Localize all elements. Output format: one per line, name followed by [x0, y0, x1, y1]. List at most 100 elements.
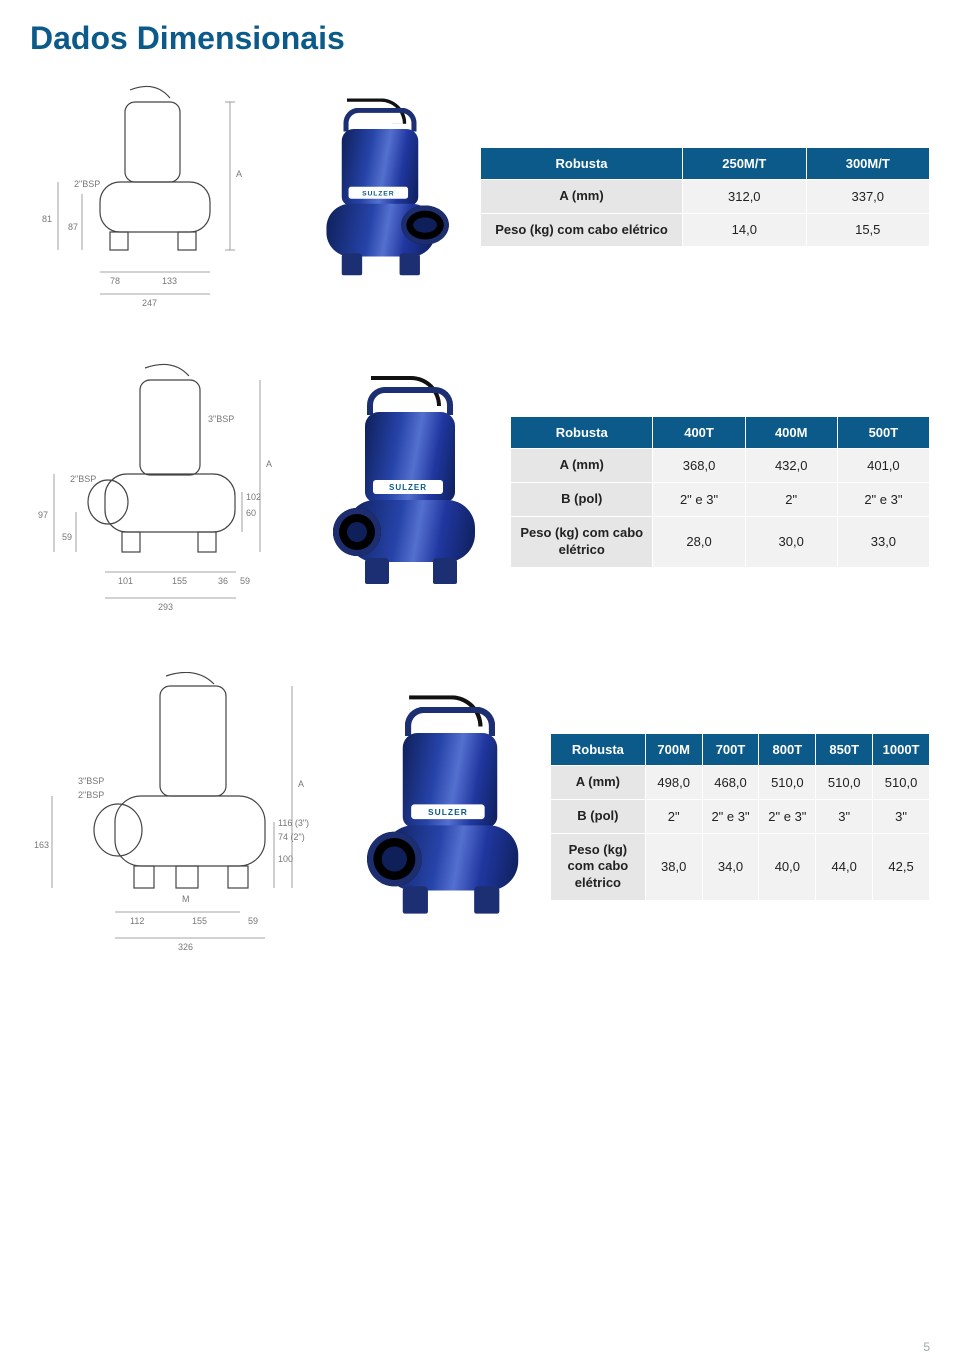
- cell: 510,0: [759, 765, 816, 799]
- page-title: Dados Dimensionais: [30, 20, 930, 57]
- table-header-row: Robusta 250M/T 300M/T: [481, 147, 930, 179]
- row-label: A (mm): [511, 449, 653, 483]
- th-model: 400T: [653, 417, 745, 449]
- dim-label: A: [236, 169, 242, 179]
- dim-label: 116 (3"): [278, 818, 309, 828]
- th-model: Robusta: [511, 417, 653, 449]
- cell: 38,0: [645, 833, 702, 901]
- dim-label: 133: [162, 276, 177, 286]
- table-row: B (pol) 2" e 3" 2" 2" e 3": [511, 483, 930, 517]
- dim-label: 81: [42, 214, 52, 224]
- dim-label: 163: [34, 840, 49, 850]
- cell: 40,0: [759, 833, 816, 901]
- spec-table-2-wrap: Robusta 400T 400M 500T A (mm) 368,0 432,…: [510, 416, 930, 568]
- cell: 312,0: [683, 179, 806, 213]
- table-row: B (pol) 2" 2" e 3" 2" e 3" 3" 3": [551, 799, 930, 833]
- product-photo-1: SULZER: [295, 87, 465, 307]
- pump-render-icon: SULZER: [325, 382, 495, 602]
- row-label: A (mm): [481, 179, 683, 213]
- th-model: 400M: [745, 417, 837, 449]
- th-model: 250M/T: [683, 147, 806, 179]
- dim-label: 155: [172, 576, 187, 586]
- th-model: 800T: [759, 733, 816, 765]
- section-2: 3"BSP 2"BSP A 97 59 60 102 101 155 36 59…: [30, 362, 930, 622]
- technical-drawing-3: 3"BSP 2"BSP A 163 100 74 (2") 116 (3") M…: [30, 672, 350, 962]
- table-header-row: Robusta 400T 400M 500T: [511, 417, 930, 449]
- technical-drawing-1: 2"BSP A 81 87 78 133 247: [30, 82, 280, 312]
- dim-label: 78: [110, 276, 120, 286]
- cell: 15,5: [806, 213, 929, 247]
- dim-label: 97: [38, 510, 48, 520]
- cell: 34,0: [702, 833, 759, 901]
- row-label: Peso (kg) com cabo elétrico: [511, 517, 653, 568]
- pump-render-icon: SULZER: [308, 104, 453, 291]
- row-label: Peso (kg) com cabo elétrico: [481, 213, 683, 247]
- dim-label: M: [182, 894, 190, 904]
- dim-label: 100: [278, 854, 293, 864]
- cell: 44,0: [816, 833, 873, 901]
- brand-label: SULZER: [373, 480, 443, 494]
- cell: 28,0: [653, 517, 745, 568]
- th-model: 700T: [702, 733, 759, 765]
- dim-label: 74 (2"): [278, 832, 305, 842]
- th-model: Robusta: [481, 147, 683, 179]
- table-row: Peso (kg) com cabo elétrico 28,0 30,0 33…: [511, 517, 930, 568]
- dim-label: 293: [158, 602, 173, 612]
- th-model: 850T: [816, 733, 873, 765]
- dim-label: A: [266, 459, 272, 469]
- dim-label: 59: [240, 576, 250, 586]
- dim-label: 3"BSP: [208, 414, 234, 424]
- row-label: A (mm): [551, 765, 646, 799]
- table-row: A (mm) 368,0 432,0 401,0: [511, 449, 930, 483]
- dim-label: 59: [248, 916, 258, 926]
- th-model: 700M: [645, 733, 702, 765]
- dim-label: 2"BSP: [70, 474, 96, 484]
- cell: 2" e 3": [837, 483, 929, 517]
- cell: 337,0: [806, 179, 929, 213]
- dim-label: 36: [218, 576, 228, 586]
- table-row: Peso (kg) com cabo elétrico 14,0 15,5: [481, 213, 930, 247]
- cell: 510,0: [873, 765, 930, 799]
- cell: 2": [645, 799, 702, 833]
- th-model: 300M/T: [806, 147, 929, 179]
- row-label: B (pol): [551, 799, 646, 833]
- th-model: 1000T: [873, 733, 930, 765]
- brand-label: SULZER: [349, 187, 409, 199]
- spec-table-3-wrap: Robusta 700M 700T 800T 850T 1000T A (mm)…: [550, 733, 930, 901]
- cell: 510,0: [816, 765, 873, 799]
- dim-label: 247: [142, 298, 157, 308]
- table-row: A (mm) 312,0 337,0: [481, 179, 930, 213]
- dim-label: 2"BSP: [74, 179, 100, 189]
- table-row: Peso (kg) com cabo elétrico 38,0 34,0 40…: [551, 833, 930, 901]
- cell: 30,0: [745, 517, 837, 568]
- cell: 368,0: [653, 449, 745, 483]
- cell: 33,0: [837, 517, 929, 568]
- cell: 42,5: [873, 833, 930, 901]
- dim-label: 2"BSP: [78, 790, 104, 800]
- dim-label: 155: [192, 916, 207, 926]
- cell: 2" e 3": [759, 799, 816, 833]
- cell: 14,0: [683, 213, 806, 247]
- cell: 2" e 3": [653, 483, 745, 517]
- row-label: Peso (kg) com cabo elétrico: [551, 833, 646, 901]
- dim-label: A: [298, 779, 304, 789]
- spec-table-2: Robusta 400T 400M 500T A (mm) 368,0 432,…: [510, 416, 930, 568]
- dim-label: 112: [130, 916, 144, 926]
- row-label: B (pol): [511, 483, 653, 517]
- dim-label: 87: [68, 222, 78, 232]
- table-header-row: Robusta 700M 700T 800T 850T 1000T: [551, 733, 930, 765]
- spec-table-3: Robusta 700M 700T 800T 850T 1000T A (mm)…: [550, 733, 930, 901]
- technical-drawing-2: 3"BSP 2"BSP A 97 59 60 102 101 155 36 59…: [30, 362, 310, 622]
- cell: 468,0: [702, 765, 759, 799]
- product-photo-3: SULZER: [365, 707, 535, 927]
- cell: 3": [816, 799, 873, 833]
- cell: 498,0: [645, 765, 702, 799]
- dim-label: 60: [246, 508, 256, 518]
- cell: 2": [745, 483, 837, 517]
- spec-table-1-wrap: Robusta 250M/T 300M/T A (mm) 312,0 337,0…: [480, 147, 930, 248]
- product-photo-2: SULZER: [325, 382, 495, 602]
- section-1: 2"BSP A 81 87 78 133 247 SULZER: [30, 82, 930, 312]
- page-number: 5: [923, 1340, 930, 1354]
- cell: 3": [873, 799, 930, 833]
- brand-label: SULZER: [411, 804, 485, 819]
